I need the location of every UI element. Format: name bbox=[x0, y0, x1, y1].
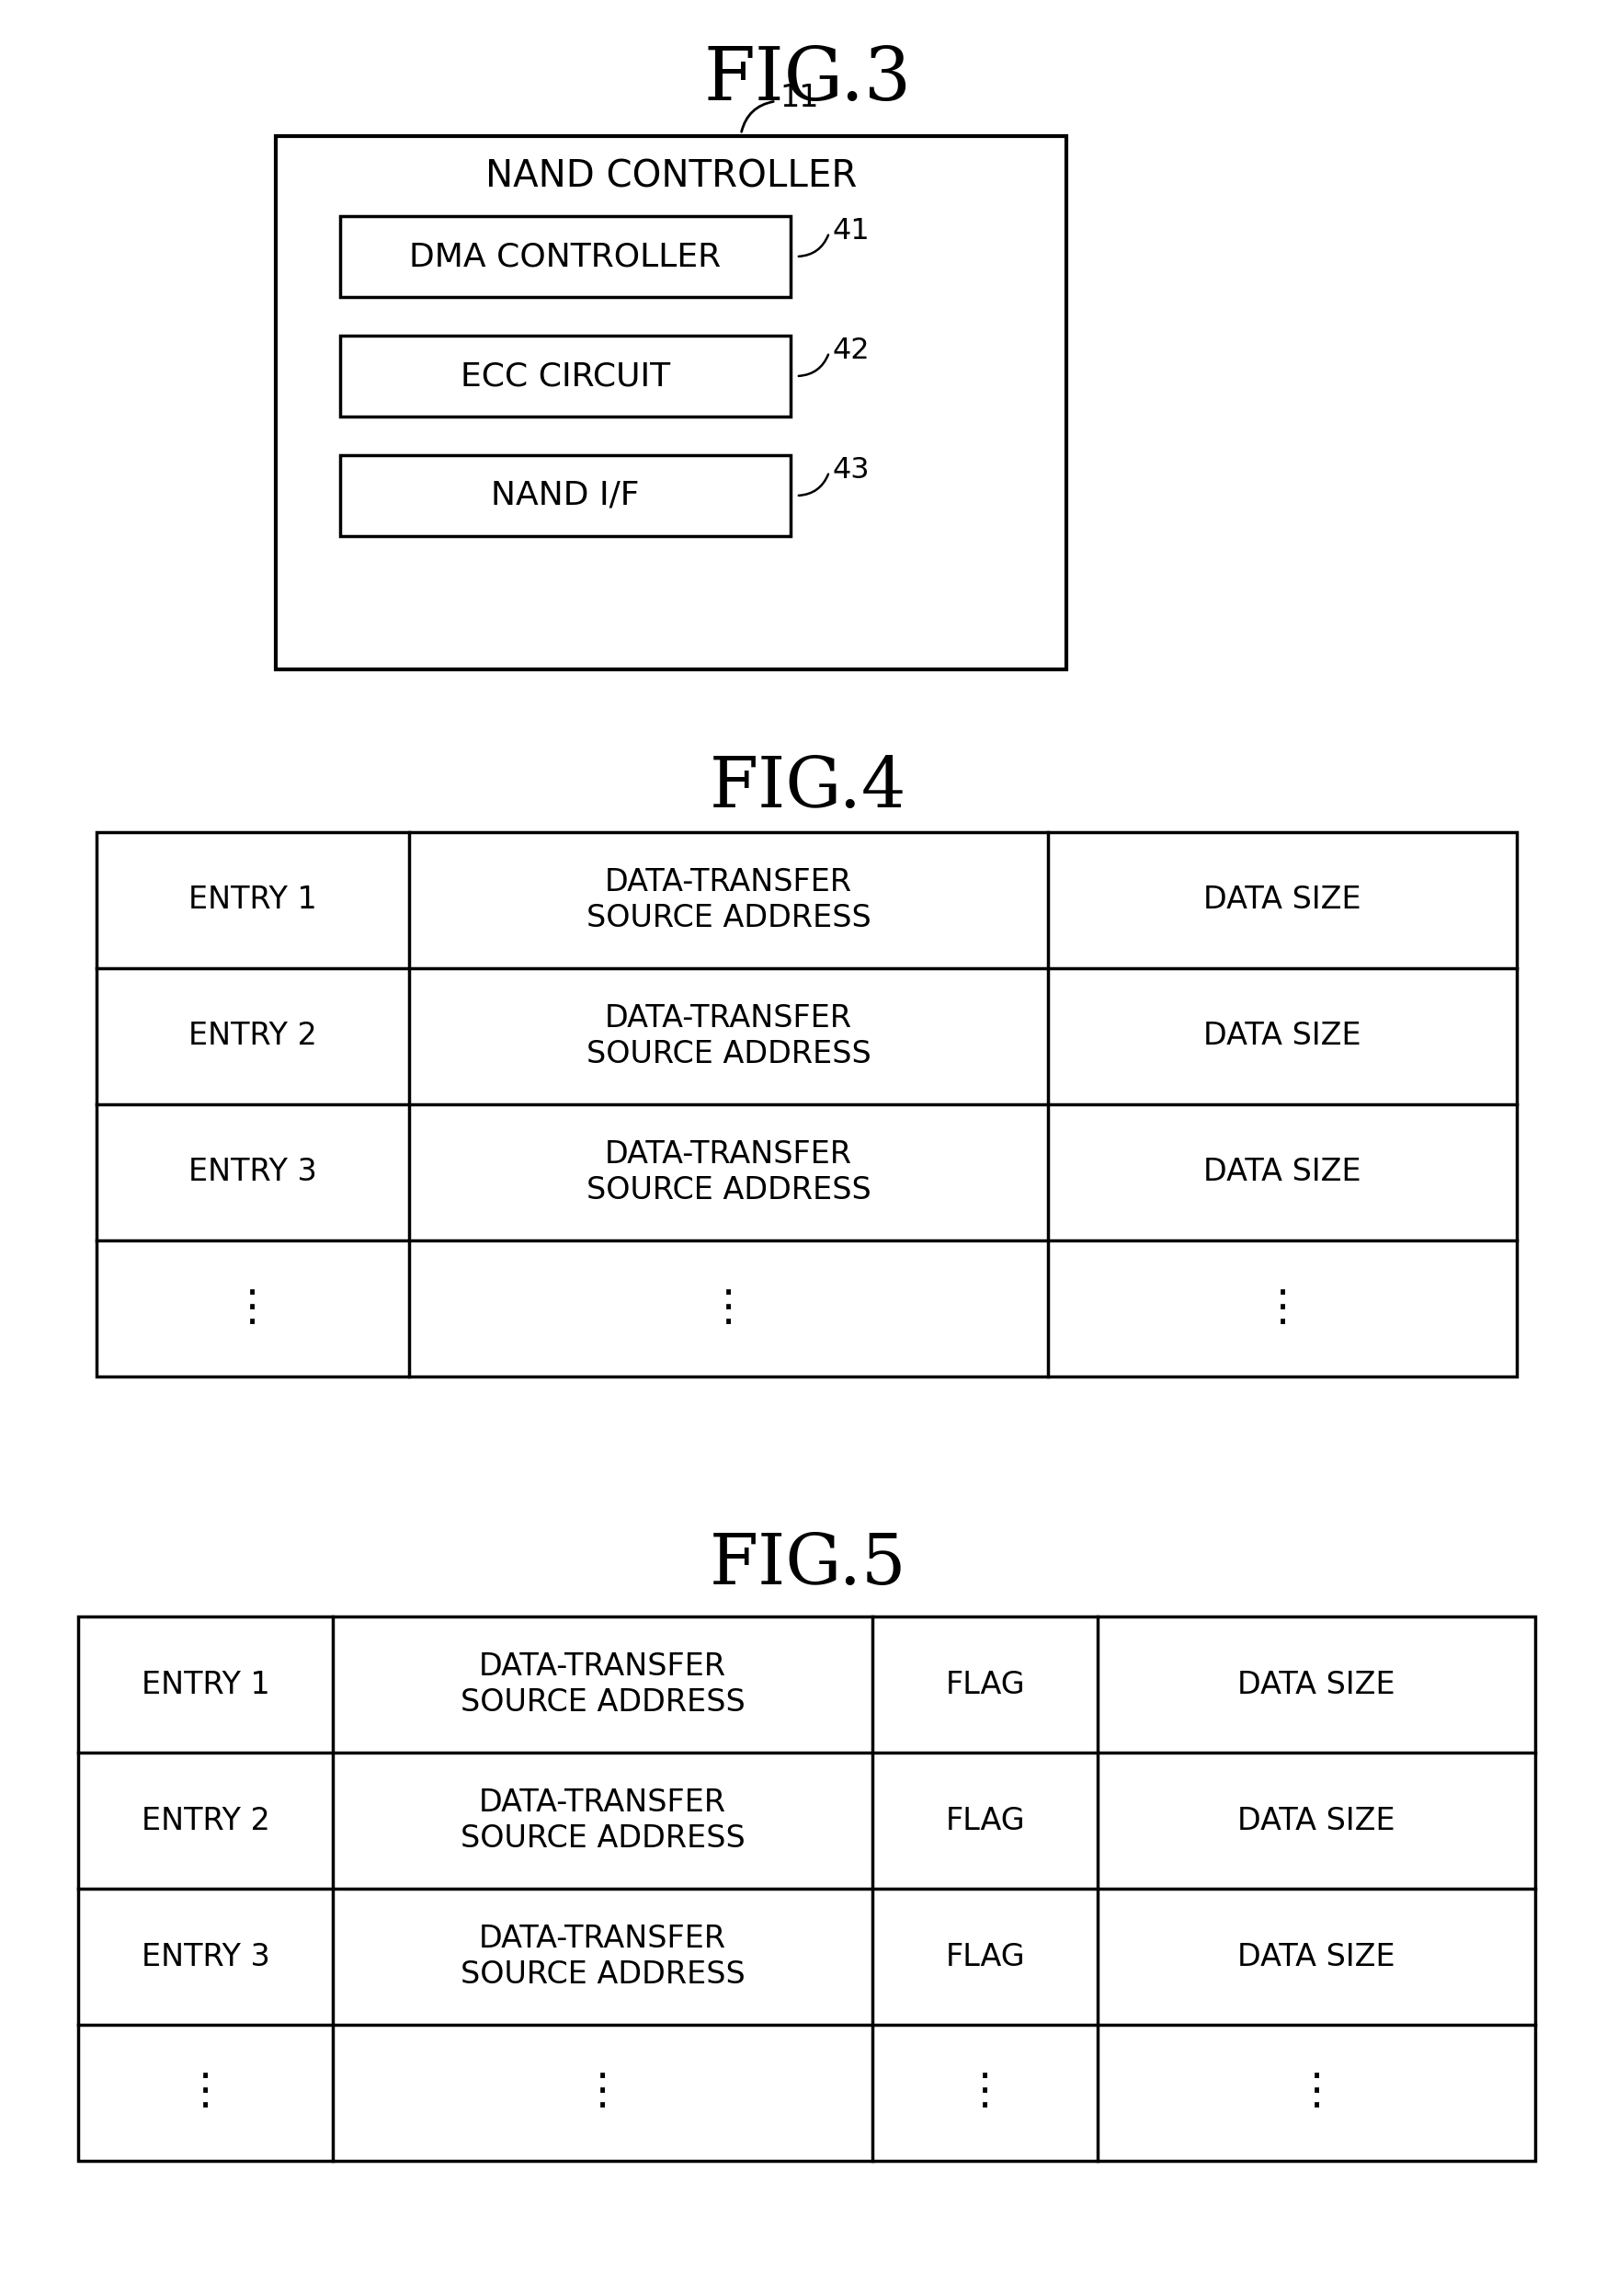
Text: ECC CIRCUIT: ECC CIRCUIT bbox=[461, 360, 669, 393]
Text: NAND I/F: NAND I/F bbox=[492, 480, 640, 512]
Text: DATA-TRANSFER
SOURCE ADDRESS: DATA-TRANSFER SOURCE ADDRESS bbox=[587, 868, 872, 932]
Text: DATA-TRANSFER
SOURCE ADDRESS: DATA-TRANSFER SOURCE ADDRESS bbox=[461, 1651, 745, 1717]
Text: 41: 41 bbox=[833, 216, 870, 246]
Text: DATA SIZE: DATA SIZE bbox=[1203, 884, 1362, 916]
Text: ⋮: ⋮ bbox=[581, 2071, 624, 2115]
Text: DATA-TRANSFER
SOURCE ADDRESS: DATA-TRANSFER SOURCE ADDRESS bbox=[461, 1924, 745, 1988]
Text: ENTRY 3: ENTRY 3 bbox=[141, 1942, 270, 1972]
Text: ⋮: ⋮ bbox=[707, 1288, 750, 1329]
Text: DATA SIZE: DATA SIZE bbox=[1237, 1942, 1395, 1972]
Text: ⋮: ⋮ bbox=[231, 1288, 275, 1329]
Bar bbox=[97, 831, 1517, 1378]
Text: ENTRY 1: ENTRY 1 bbox=[189, 884, 317, 916]
Text: 43: 43 bbox=[833, 455, 870, 484]
Text: 11: 11 bbox=[779, 83, 818, 113]
Bar bbox=[340, 455, 791, 535]
Text: DATA SIZE: DATA SIZE bbox=[1203, 1157, 1362, 1187]
Text: DATA-TRANSFER
SOURCE ADDRESS: DATA-TRANSFER SOURCE ADDRESS bbox=[587, 1139, 872, 1205]
Text: ENTRY 2: ENTRY 2 bbox=[189, 1022, 317, 1052]
Bar bbox=[277, 135, 1066, 670]
Bar bbox=[340, 335, 791, 416]
Text: ⋮: ⋮ bbox=[1295, 2071, 1339, 2115]
Bar bbox=[340, 216, 791, 296]
Text: ⋮: ⋮ bbox=[1261, 1288, 1305, 1329]
Text: DATA SIZE: DATA SIZE bbox=[1203, 1022, 1362, 1052]
Text: ENTRY 2: ENTRY 2 bbox=[141, 1805, 270, 1837]
Text: DATA-TRANSFER
SOURCE ADDRESS: DATA-TRANSFER SOURCE ADDRESS bbox=[587, 1003, 872, 1070]
Text: DATA-TRANSFER
SOURCE ADDRESS: DATA-TRANSFER SOURCE ADDRESS bbox=[461, 1789, 745, 1853]
Text: FLAG: FLAG bbox=[946, 1805, 1025, 1837]
Text: ENTRY 1: ENTRY 1 bbox=[141, 1669, 270, 1699]
Text: ⋮: ⋮ bbox=[184, 2071, 228, 2115]
Text: ⋮: ⋮ bbox=[964, 2071, 1007, 2115]
Text: FIG.5: FIG.5 bbox=[710, 1531, 907, 1598]
Text: FIG.3: FIG.3 bbox=[703, 44, 912, 115]
Text: FIG.4: FIG.4 bbox=[710, 753, 907, 822]
Text: FLAG: FLAG bbox=[946, 1942, 1025, 1972]
Text: FLAG: FLAG bbox=[946, 1669, 1025, 1699]
Text: NAND CONTROLLER: NAND CONTROLLER bbox=[485, 158, 857, 195]
Bar bbox=[78, 1616, 1535, 2161]
Text: DATA SIZE: DATA SIZE bbox=[1237, 1805, 1395, 1837]
Text: 42: 42 bbox=[833, 335, 870, 365]
Text: DMA CONTROLLER: DMA CONTROLLER bbox=[409, 241, 721, 273]
Text: ENTRY 3: ENTRY 3 bbox=[189, 1157, 317, 1187]
Text: DATA SIZE: DATA SIZE bbox=[1237, 1669, 1395, 1699]
